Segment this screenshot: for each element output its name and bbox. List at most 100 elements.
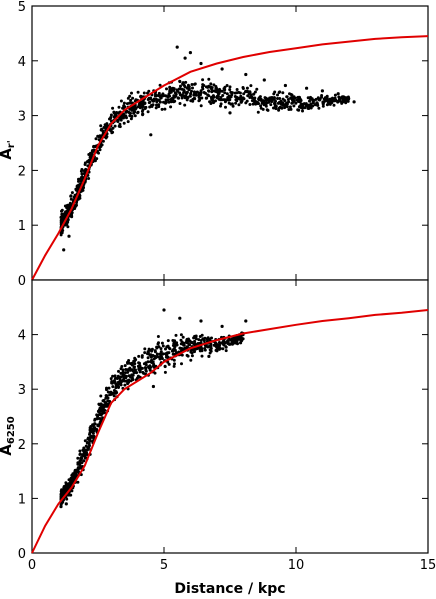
data-point (101, 139, 105, 143)
data-point (210, 336, 213, 340)
data-point (76, 187, 80, 190)
data-point (62, 215, 66, 219)
data-point (205, 345, 209, 348)
data-point (270, 100, 274, 104)
data-point (129, 117, 133, 121)
data-point (78, 463, 82, 467)
data-point (208, 348, 212, 352)
data-point (155, 345, 159, 349)
data-point (203, 336, 207, 340)
data-point (143, 351, 147, 355)
data-point (255, 87, 259, 91)
data-point (106, 390, 110, 394)
data-point (64, 212, 68, 216)
data-point (224, 105, 227, 109)
data-point (142, 91, 146, 95)
data-point (168, 347, 172, 351)
data-point (207, 94, 211, 98)
y-axis-label-bottom-sub: 6250 (6, 416, 17, 444)
data-point (126, 120, 130, 124)
data-point (173, 339, 177, 343)
data-point (277, 91, 281, 94)
data-point (122, 104, 126, 108)
data-point (186, 83, 190, 87)
panel-top: 0 1 2 3 4 5 Ar' (0, 0, 429, 289)
data-point (140, 354, 144, 358)
data-point (91, 424, 95, 428)
data-point (220, 324, 224, 328)
data-point (352, 100, 356, 104)
y-tick-label-top-4: 4 (18, 55, 26, 70)
data-point (238, 97, 242, 101)
data-point (96, 424, 100, 428)
data-point (347, 96, 351, 100)
data-point (81, 448, 85, 452)
data-point (321, 102, 325, 106)
data-point (154, 106, 158, 110)
data-point (98, 148, 102, 152)
data-point (136, 90, 140, 94)
data-point (299, 99, 303, 102)
data-point (235, 96, 239, 100)
data-point (320, 95, 323, 99)
data-point (128, 368, 132, 372)
data-point (311, 99, 315, 103)
data-point (111, 106, 115, 110)
data-point (159, 353, 163, 356)
data-point (111, 385, 115, 389)
data-point (150, 358, 154, 362)
data-point (274, 99, 277, 103)
data-point (224, 349, 228, 353)
data-point (60, 489, 64, 493)
data-point (95, 157, 99, 161)
data-point (65, 485, 69, 489)
data-point (69, 194, 73, 198)
x-axis-label: Distance / kpc (174, 581, 285, 597)
data-point (167, 100, 171, 104)
data-point (235, 341, 239, 345)
data-point (96, 417, 100, 421)
data-point (154, 94, 158, 98)
data-point (138, 104, 142, 107)
data-point (101, 405, 105, 409)
data-point (193, 350, 196, 354)
data-point (87, 437, 91, 441)
data-point (246, 89, 249, 93)
data-point (82, 450, 86, 454)
data-point (338, 97, 342, 101)
data-point (114, 390, 118, 394)
data-point (112, 394, 116, 398)
model-curve-top (31, 35, 429, 281)
data-point (109, 113, 113, 117)
data-point (191, 86, 194, 90)
y-tick-label-top-5: 5 (18, 0, 26, 15)
data-point (159, 350, 163, 354)
data-point (218, 343, 222, 347)
data-point (323, 97, 327, 100)
data-point (162, 100, 165, 104)
data-point (163, 370, 167, 374)
data-point (122, 114, 126, 118)
data-point (313, 103, 317, 107)
data-point (137, 354, 141, 358)
data-point (193, 82, 197, 86)
data-point (133, 362, 137, 366)
data-point (171, 99, 175, 103)
data-point (119, 367, 123, 371)
data-point (117, 369, 120, 373)
data-point (250, 99, 254, 103)
data-point (172, 364, 176, 368)
data-point (59, 220, 63, 224)
data-point (70, 489, 74, 493)
data-point (201, 87, 205, 91)
data-point (306, 106, 310, 110)
data-point (203, 348, 207, 352)
data-point (97, 413, 101, 417)
data-point (83, 439, 87, 443)
ticks-top: 0 1 2 3 4 5 (18, 0, 429, 289)
data-point (273, 104, 277, 108)
data-point (292, 95, 296, 99)
data-point (228, 88, 232, 92)
data-point (248, 96, 252, 99)
data-point (224, 345, 228, 349)
